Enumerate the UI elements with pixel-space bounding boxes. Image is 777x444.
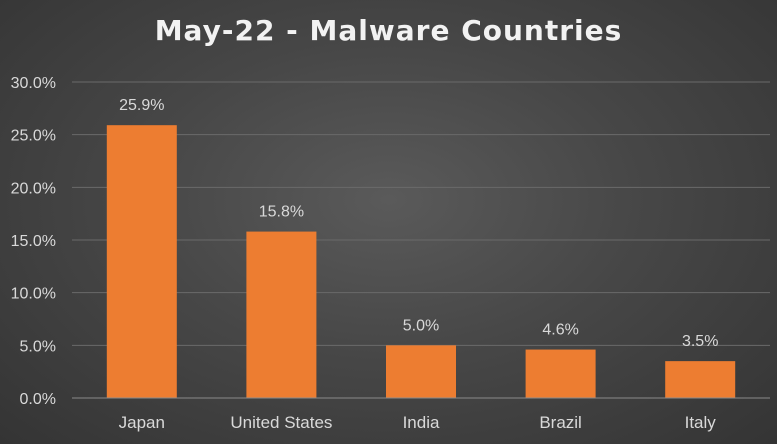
- bar-brazil: [525, 349, 596, 398]
- category-label: Brazil: [539, 413, 582, 432]
- chart-title: May-22 - Malware Countries: [154, 14, 623, 47]
- category-label: Italy: [685, 413, 717, 432]
- category-label: Japan: [119, 413, 165, 432]
- data-labels: 25.9% 15.8% 5.0% 4.6% 3.5%: [119, 97, 718, 350]
- y-tick-label: 5.0%: [20, 338, 56, 355]
- data-label: 5.0%: [403, 317, 439, 334]
- gridlines: [72, 81, 770, 346]
- category-labels: Japan United States India Brazil Italy: [119, 413, 717, 432]
- bar-india: [386, 345, 456, 398]
- data-label: 15.8%: [259, 204, 304, 221]
- y-tick-label: 0.0%: [20, 391, 56, 408]
- bar-united-states: [246, 231, 317, 398]
- data-label: 3.5%: [682, 333, 718, 350]
- category-label: India: [403, 413, 440, 432]
- bar-italy: [665, 361, 736, 398]
- y-tick-label: 20.0%: [11, 180, 56, 197]
- data-label: 4.6%: [542, 322, 578, 339]
- bar-japan: [106, 125, 177, 398]
- y-tick-label: 15.0%: [11, 233, 56, 250]
- bars: [106, 125, 736, 398]
- category-label: United States: [230, 413, 332, 432]
- y-tick-label: 25.0%: [11, 128, 56, 145]
- data-label: 25.9%: [119, 97, 164, 114]
- y-axis-ticks: 0.0% 5.0% 10.0% 15.0% 20.0% 25.0% 30.0%: [11, 75, 56, 408]
- y-tick-label: 30.0%: [11, 75, 56, 92]
- y-tick-label: 10.0%: [11, 286, 56, 303]
